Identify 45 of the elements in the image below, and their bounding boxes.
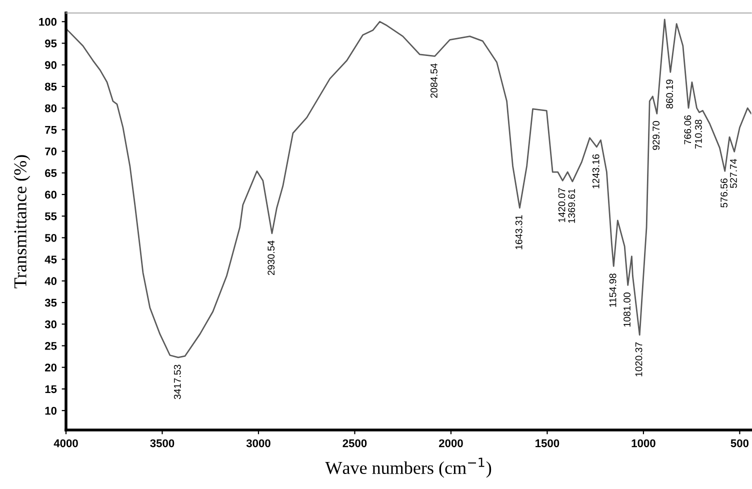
y-tick-label: 70 xyxy=(45,148,57,156)
annotation: 1081.00 xyxy=(624,292,630,327)
x-tick-label: 1500 xyxy=(536,439,560,448)
annotation: 1020.37 xyxy=(635,342,642,376)
annotation: 929.70 xyxy=(652,121,660,150)
x-tick-label: 3500 xyxy=(150,439,174,448)
annotation: 3417.53 xyxy=(174,364,181,400)
annotation: 1154.98 xyxy=(609,274,616,307)
y-tick-label: 40 xyxy=(44,277,57,286)
annotation: 527.74 xyxy=(730,158,737,188)
annotation: 1243.16 xyxy=(592,154,600,188)
y-tick-label: 85 xyxy=(44,82,57,91)
x-tick-label: 3000 xyxy=(246,439,270,448)
x-axis-title: Wave numbers (cm$^{−1}$) xyxy=(325,458,492,478)
x-tick-label: 4000 xyxy=(54,439,78,448)
annotation: 1420.07 xyxy=(558,188,566,222)
annotation: 2930.54 xyxy=(268,240,275,275)
annotation: 860.19 xyxy=(666,80,674,108)
y-tick-label: 90 xyxy=(45,61,57,69)
y-tick-label: 75 xyxy=(45,126,57,134)
annotation: 1643.31 xyxy=(515,215,522,250)
y-tick-label: 20 xyxy=(45,364,57,372)
y-tick-label: 25 xyxy=(45,342,57,350)
y-tick-label: 100 xyxy=(39,18,57,26)
x-tick-label: 500 xyxy=(730,439,749,448)
annotation: 1369.61 xyxy=(568,188,576,223)
x-tick-label: 2500 xyxy=(342,439,367,448)
y-tick-label: 55 xyxy=(44,212,57,220)
annotation: 710.38 xyxy=(695,120,702,149)
x-tick-label: 1000 xyxy=(632,439,656,448)
annotation: 576.56 xyxy=(720,178,728,208)
y-tick-label: 30 xyxy=(44,320,57,328)
y-tick-label: 10 xyxy=(45,406,57,415)
annotation: 766.06 xyxy=(684,115,692,144)
y-tick-label: 80 xyxy=(44,104,57,112)
y-tick-label: 35 xyxy=(44,298,57,307)
annotation: 2084.54 xyxy=(430,63,438,98)
x-tick-label: 2000 xyxy=(439,439,463,448)
y-tick-label: 15 xyxy=(45,385,57,394)
y-tick-label: 95 xyxy=(45,40,57,48)
y-tick-label: 50 xyxy=(44,234,57,242)
y-tick-label: 65 xyxy=(45,169,57,178)
y-tick-label: 45 xyxy=(44,256,57,264)
y-axis-title: Transmittance (%) xyxy=(14,155,30,288)
y-tick-label: 60 xyxy=(45,190,57,199)
